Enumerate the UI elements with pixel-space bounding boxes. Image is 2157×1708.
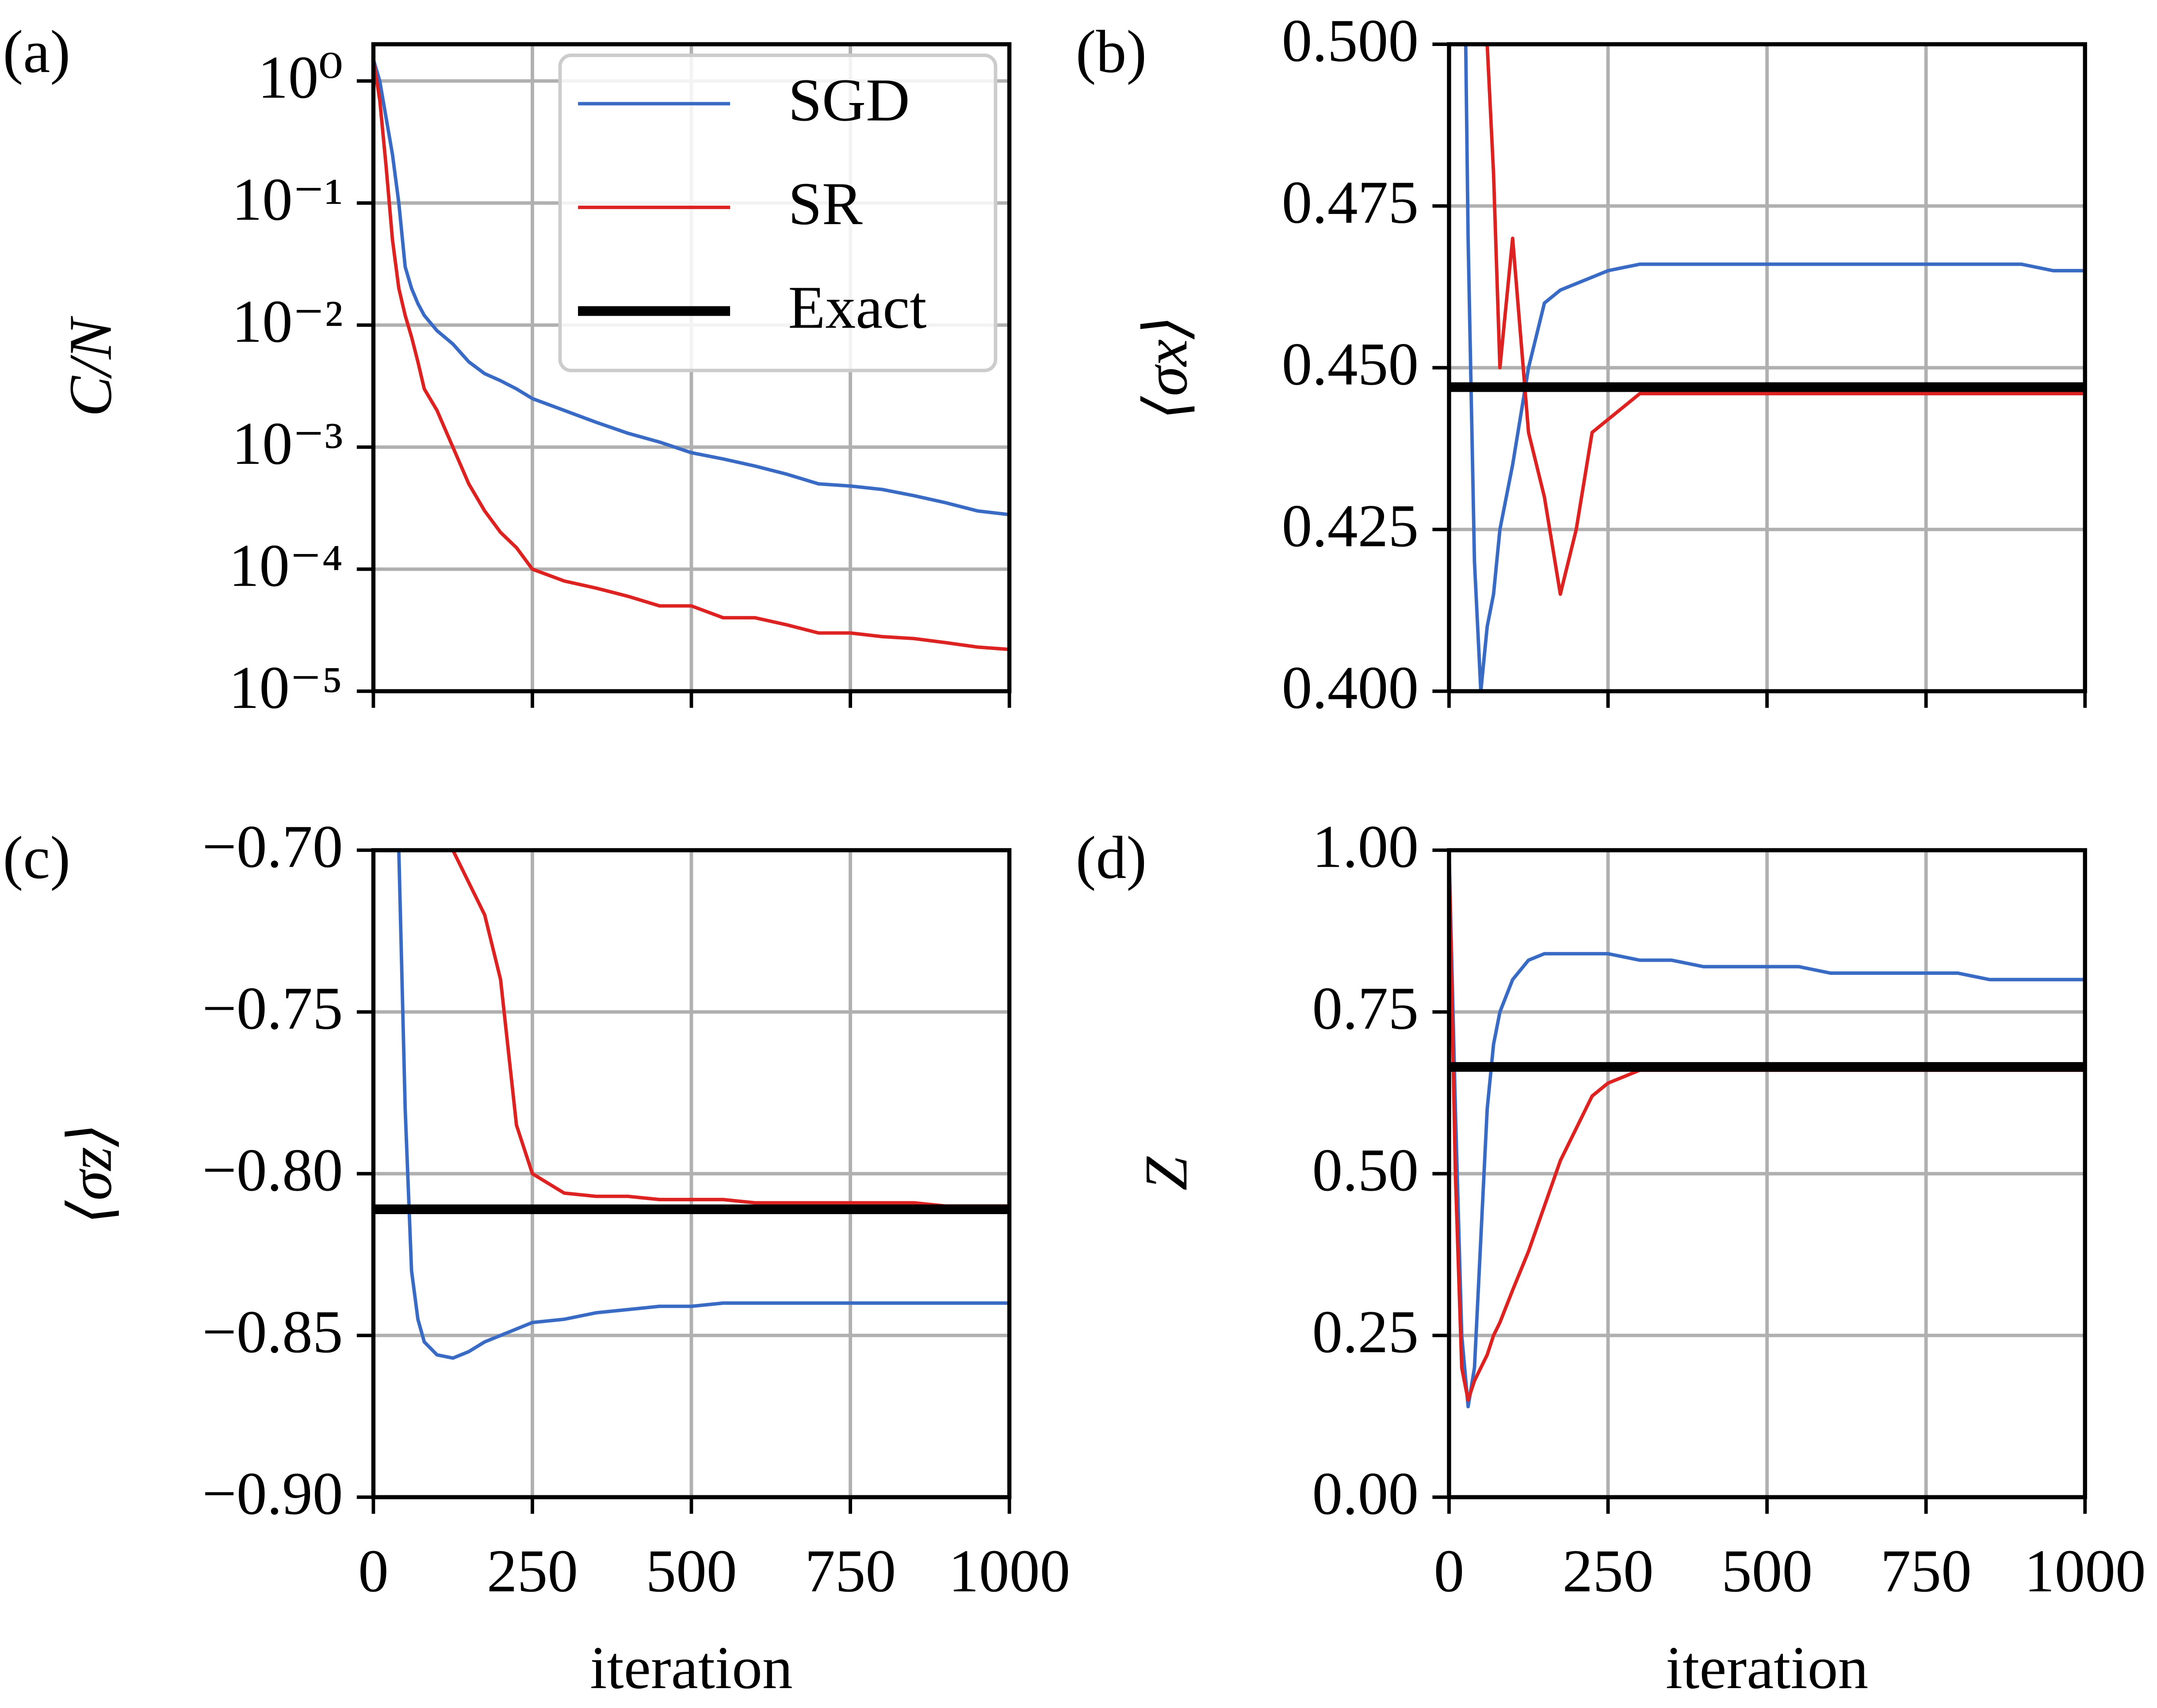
y-tick-label: 0.475 [1282,168,1419,236]
x-tick-label: 750 [1880,1537,1971,1605]
y-axis-label: ⟨σx⟩ [1132,316,1200,420]
panel: 0 250 500 750 1000 0.00 0.25 0.50 0.75 1.00 (d) Zit… [1076,813,2146,1701]
y-tick-label: 0.425 [1282,492,1419,559]
x-axis-label: iteration [1666,1634,1868,1701]
series-line [1449,850,2085,1409]
y-axis-label: Z [1132,1156,1200,1191]
x-tick-label: 0 [358,1537,389,1605]
x-axis-label: iteration [590,1634,792,1701]
x-tick-label: 1000 [948,1537,1070,1605]
y-tick-label: 10⁻⁵ [229,653,343,721]
y-tick-label: 0.450 [1282,330,1419,398]
series-line [373,59,1010,516]
x-tick-label: 1000 [2024,1537,2146,1605]
y-tick-label: 0.25 [1312,1298,1419,1365]
y-tick-label: 10⁻⁴ [229,531,343,599]
axes-frame [1447,42,2087,694]
legend-label: Exact [788,273,926,341]
panel: 0 250 500 750 1000 −0.90 −0.85 −0.80 −0.75 −0.70 (… [3,813,1070,1701]
y-tick-label: 0.75 [1312,974,1419,1042]
x-tick-label: 500 [1721,1537,1813,1605]
plot-area [1449,44,2085,692]
y-tick-label: −0.80 [202,1136,343,1204]
y-tick-label: −0.75 [202,974,343,1042]
y-axis-label: C/N [57,316,124,417]
x-tick-label: 250 [487,1537,578,1605]
y-tick-label: 10⁰ [258,43,343,111]
x-tick-label: 500 [646,1537,737,1605]
series-line [1464,44,2085,692]
plot-area [373,59,1010,651]
x-tick-label: 750 [805,1537,896,1605]
y-tick-label: 10⁻¹ [232,165,343,233]
y-tick-label: 0.00 [1312,1460,1419,1527]
y-tick-label: −0.90 [202,1460,343,1527]
legend-box [558,53,998,372]
y-tick-label: 0.400 [1282,653,1419,721]
y-tick-label: 0.50 [1312,1136,1419,1204]
axes-frame [371,848,1012,1499]
series-line [397,850,1010,1360]
x-tick-label: 0 [1434,1537,1465,1605]
y-tick-label: −0.70 [202,813,343,880]
y-tick-label: 10⁻² [232,287,343,355]
panel-label: (c) [3,824,70,891]
panel-label: (b) [1076,18,1147,85]
panel: 0.400 0.425 0.450 0.475 0.500 (b) ⟨σx⟩ [1076,7,2087,721]
plot-area [373,850,1010,1360]
legend-label: SR [788,170,863,237]
series-line [451,850,1010,1208]
axes-frame [1447,848,2087,1499]
panel: 10⁰ 10⁻¹ 10⁻² 10⁻³ 10⁻⁴ 10⁻⁵ (a) C/N SGD SR Exact [3,18,1012,721]
y-tick-label: 0.500 [1282,7,1419,74]
series-line [373,59,1010,651]
legend-label: SGD [788,66,910,134]
panel-label: (d) [1076,824,1147,891]
y-tick-label: 10⁻³ [232,409,343,477]
y-tick-label: −0.85 [202,1298,343,1365]
panel-label: (a) [3,18,70,85]
plot-area [1449,850,2085,1409]
series-line [1485,44,2085,596]
y-tick-label: 1.00 [1312,813,1419,880]
axes-frame [371,42,1012,694]
x-tick-label: 250 [1562,1537,1653,1605]
y-axis-label: ⟨σz⟩ [57,1123,124,1224]
